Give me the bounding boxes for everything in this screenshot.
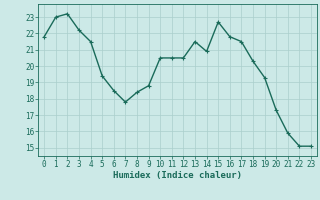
X-axis label: Humidex (Indice chaleur): Humidex (Indice chaleur) (113, 171, 242, 180)
